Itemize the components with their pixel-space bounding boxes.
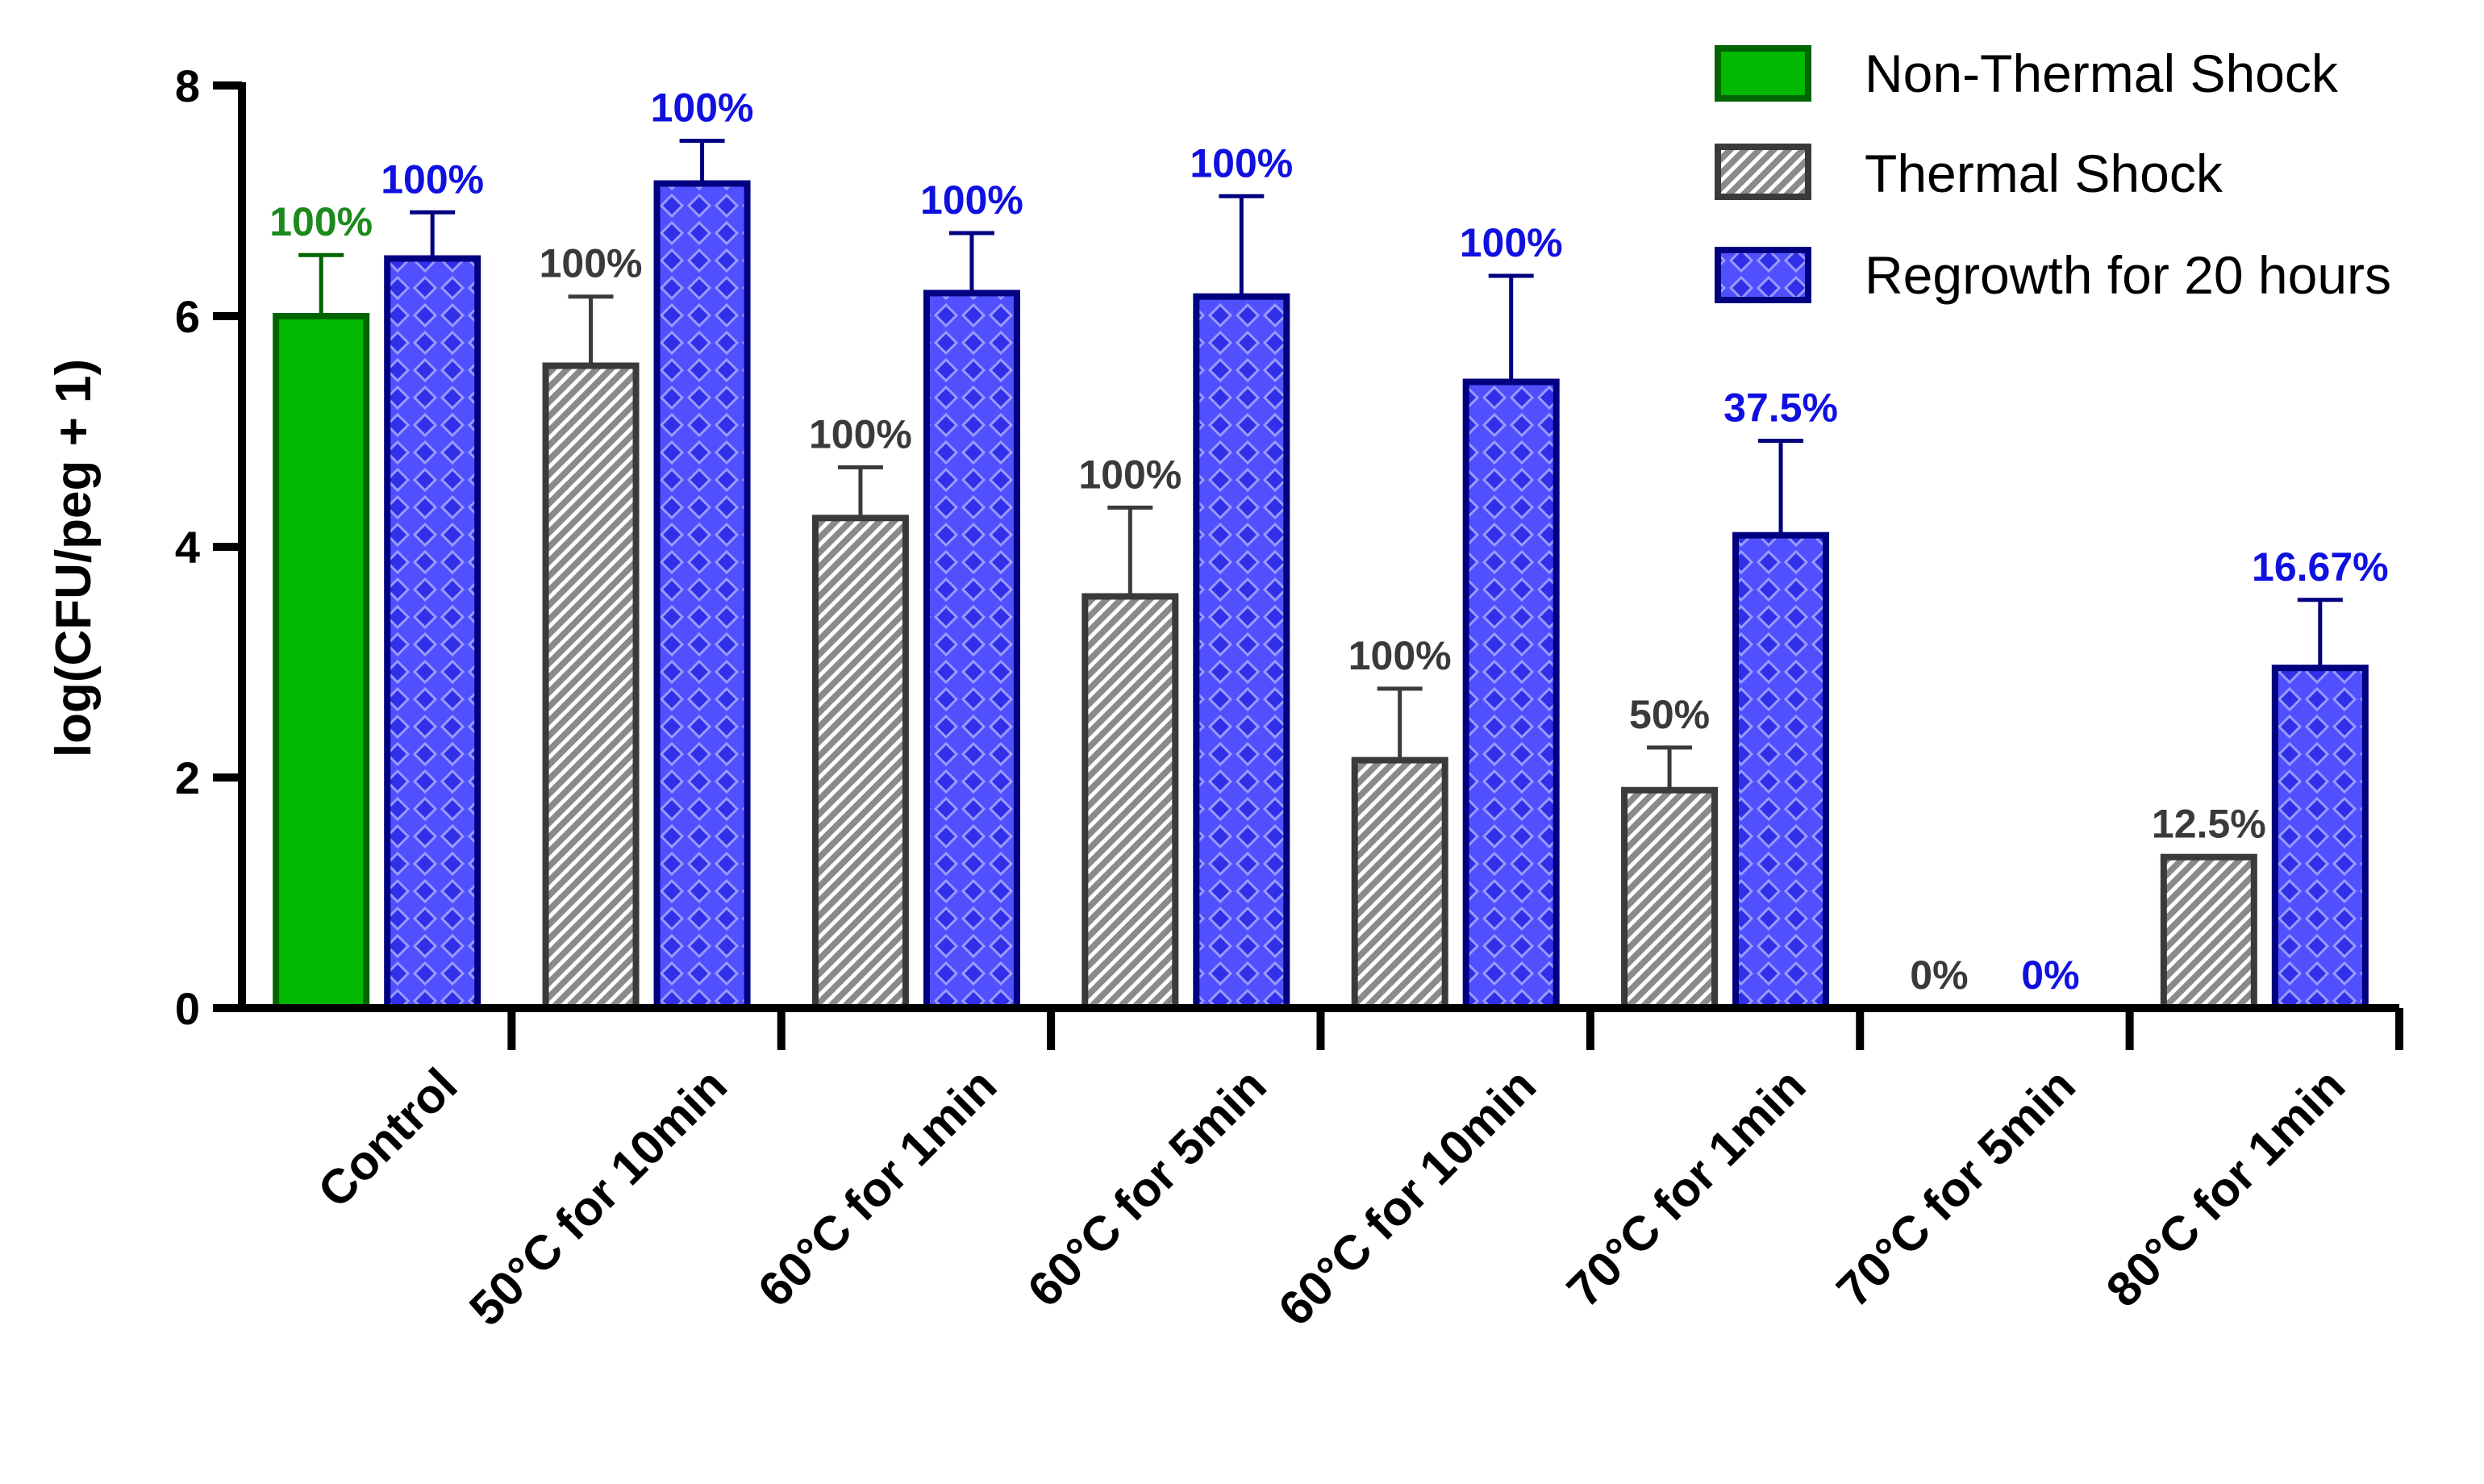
data-label-regrowth-for-20-hours: 100% <box>920 177 1023 223</box>
bar-thermal-shock <box>1082 593 1179 1011</box>
bar-thermal-shock <box>542 362 640 1011</box>
data-label-regrowth-for-20-hours: 100% <box>1460 220 1563 265</box>
legend-label-thermal-shock: Thermal Shock <box>1865 144 2224 203</box>
data-label-thermal-shock: 100% <box>809 411 912 456</box>
x-category-label: Control <box>307 1058 467 1218</box>
bar-non-thermal-shock <box>273 313 370 1011</box>
bar-thermal-shock <box>1621 786 1719 1011</box>
y-tick-label: 6 <box>175 291 200 342</box>
data-label-regrowth-for-20-hours: 100% <box>1190 140 1293 186</box>
x-category-label: 60°C for 5min <box>1017 1058 1276 1317</box>
y-tick-label: 8 <box>175 60 200 111</box>
bar-regrowth-for-20-hours <box>384 255 481 1011</box>
legend-label-non-thermal-shock: Non-Thermal Shock <box>1865 44 2339 103</box>
y-axis-label: log(CFU/peg + 1) <box>46 359 102 757</box>
data-label-regrowth-for-20-hours: 37.5% <box>1723 385 1838 430</box>
legend-item-thermal-shock: Thermal Shock <box>1715 144 2224 203</box>
y-tick-label: 2 <box>175 752 200 803</box>
bar-regrowth-for-20-hours <box>1732 531 1830 1011</box>
bar-regrowth-for-20-hours <box>2271 665 2369 1012</box>
bar-regrowth-for-20-hours <box>653 180 751 1012</box>
data-label-non-thermal-shock: 100% <box>269 199 373 244</box>
data-label-regrowth-for-20-hours: 100% <box>651 85 754 131</box>
x-category-label: 60°C for 1min <box>748 1058 1007 1317</box>
bar-thermal-shock <box>2160 853 2257 1012</box>
y-tick-label: 4 <box>175 522 200 573</box>
data-label-thermal-shock: 100% <box>1078 452 1182 497</box>
data-label-thermal-shock: 12.5% <box>2152 802 2266 847</box>
legend-swatch-thermal-shock <box>1715 144 1811 200</box>
legend-swatch-non-thermal-shock <box>1715 45 1811 102</box>
legend-label-regrowth: Regrowth for 20 hours <box>1865 245 2391 305</box>
x-category-label: 50°C for 10min <box>459 1058 737 1336</box>
bar-regrowth-for-20-hours <box>923 290 1020 1011</box>
data-label-regrowth-for-20-hours: 0% <box>2021 953 2079 998</box>
x-category-label: 60°C for 10min <box>1268 1058 1546 1336</box>
data-label-regrowth-for-20-hours: 16.67% <box>2252 544 2389 590</box>
legend: Non-Thermal Shock Thermal Shock Regrowth… <box>1715 44 2391 305</box>
x-category-label: 80°C for 1min <box>2096 1058 2355 1317</box>
x-category-label: 70°C for 1min <box>1557 1058 1815 1317</box>
legend-item-regrowth: Regrowth for 20 hours <box>1715 245 2391 305</box>
data-label-thermal-shock: 100% <box>1348 633 1452 678</box>
legend-item-non-thermal-shock: Non-Thermal Shock <box>1715 44 2339 103</box>
data-label-thermal-shock: 100% <box>540 241 643 286</box>
bar-regrowth-for-20-hours <box>1193 293 1290 1011</box>
data-label-thermal-shock: 50% <box>1629 692 1710 737</box>
bar-thermal-shock <box>811 515 909 1011</box>
data-label-thermal-shock: 0% <box>1910 953 1968 998</box>
y-tick-label: 0 <box>175 983 200 1034</box>
x-category-label: 70°C for 5min <box>1826 1058 2085 1317</box>
bar-regrowth-for-20-hours <box>1462 378 1560 1011</box>
legend-swatch-regrowth <box>1715 247 1811 303</box>
bar-thermal-shock <box>1351 757 1448 1011</box>
data-label-regrowth-for-20-hours: 100% <box>381 156 484 202</box>
